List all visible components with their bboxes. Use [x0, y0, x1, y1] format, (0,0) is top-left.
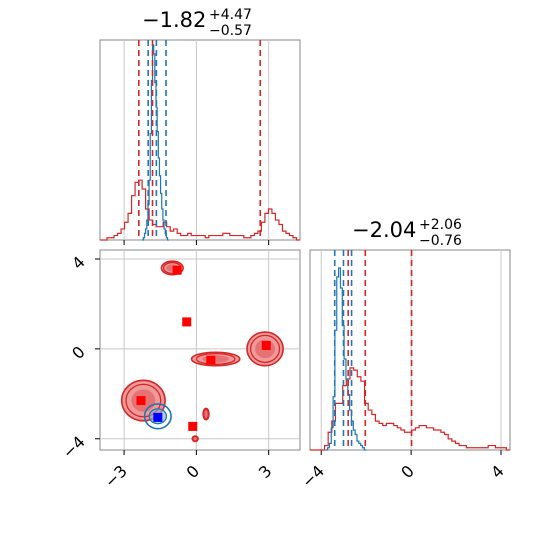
marker-red	[188, 421, 198, 431]
title-y-lower-error: −0.76	[419, 233, 462, 249]
marker-blue	[153, 412, 163, 422]
marker-red	[172, 265, 182, 275]
title-x-lower-error: −0.57	[209, 23, 252, 39]
hist-x-frame	[99, 39, 301, 241]
joint-y-tick-label: 0	[68, 342, 89, 363]
panel-hist-y: −4 0 4	[298, 249, 511, 492]
hist-y-tick-label: −4	[298, 461, 328, 491]
title-x: −1.82 +4.47 −0.57	[142, 7, 252, 39]
joint-x-tick-label: −3	[101, 461, 131, 491]
marker-red	[261, 341, 271, 351]
hist-y-series-blue	[325, 267, 367, 451]
hist-x-series-blue	[142, 44, 169, 241]
marker-red	[206, 355, 216, 365]
title-y-upper-error: +2.06	[419, 217, 462, 233]
contour-inner-red	[193, 437, 197, 441]
panel-joint: −3 0 3 −4 0 4	[59, 249, 301, 492]
contour-outer-blue	[143, 403, 172, 430]
title-y: −2.04 +2.06 −0.76	[352, 217, 462, 249]
joint-y-tick-label: −4	[59, 432, 89, 462]
hist-y-tick-label: 0	[397, 461, 418, 482]
hist-x-series-red	[100, 179, 300, 241]
joint-x-tick-label: 3	[255, 461, 276, 482]
title-x-median: −1.82	[142, 8, 207, 32]
panel-hist-x	[99, 39, 301, 245]
title-x-upper-error: +4.47	[209, 7, 252, 23]
joint-y-tick-label: 4	[68, 252, 89, 273]
joint-x-tick-label: 0	[183, 461, 204, 482]
hist-y-tick-label: 4	[487, 461, 508, 482]
marker-red	[182, 317, 192, 327]
marker-red	[136, 396, 146, 406]
contour-inner-red	[204, 410, 208, 418]
hist-y-series-red	[310, 367, 510, 451]
title-y-median: −2.04	[352, 218, 417, 242]
